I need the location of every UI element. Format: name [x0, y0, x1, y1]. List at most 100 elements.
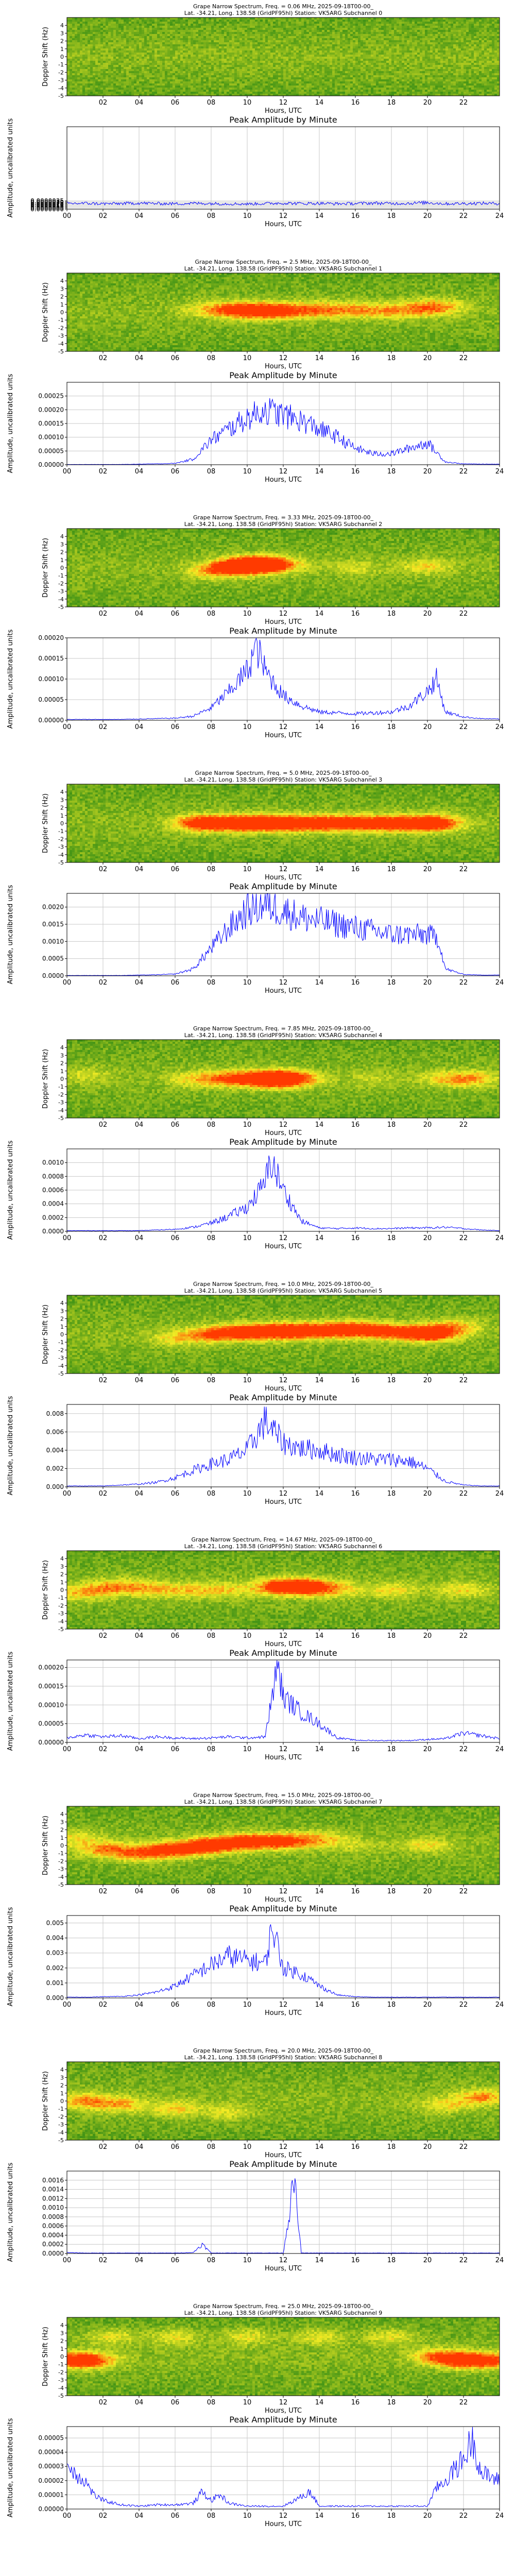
spectrogram-cell	[108, 34, 111, 36]
spectrogram-cell	[90, 34, 93, 36]
spectrogram-cell	[129, 90, 131, 92]
spectrogram-cell	[95, 65, 98, 67]
spectrogram-cell	[72, 34, 75, 36]
spectrogram-cell	[116, 67, 118, 69]
spectrogram-cell	[80, 57, 82, 59]
spectrogram-cell	[142, 88, 144, 90]
spectrogram-cell	[108, 22, 111, 24]
spectrogram-cell	[103, 26, 106, 28]
spectrogram-cell	[82, 20, 85, 22]
spectrogram-cell	[93, 38, 95, 40]
spectrogram-cell	[139, 20, 142, 22]
spectrogram-cell	[152, 73, 154, 75]
spectrogram-cell	[147, 28, 149, 30]
spectrogram-cell	[100, 81, 103, 83]
spectrogram-cell	[85, 69, 88, 71]
spectrogram-cell	[90, 20, 93, 22]
spectrogram-cell	[98, 34, 100, 36]
spectrogram-cell	[103, 75, 106, 77]
spectrogram-cell	[111, 20, 113, 22]
spectrogram-cell	[85, 40, 88, 42]
spectrogram-cell	[82, 42, 85, 44]
spectrogram-cell	[90, 65, 93, 67]
spectrogram-cell	[113, 71, 116, 73]
spectrogram-cell	[152, 77, 154, 79]
spectrogram-cell	[100, 36, 103, 38]
spectrogram-cell	[142, 57, 144, 59]
spectrogram-cell	[121, 22, 124, 24]
spectrogram-cell	[149, 73, 152, 75]
spectrogram-cell	[118, 69, 121, 71]
spectrogram-cell	[106, 42, 108, 44]
spectrogram-cell	[136, 20, 139, 22]
spectrogram-cell	[139, 81, 142, 83]
spectrogram-cell	[142, 90, 144, 92]
spectrogram-cell	[131, 48, 134, 50]
spectrogram-cell	[108, 48, 111, 50]
spectrogram-cell	[121, 26, 124, 28]
spectrogram-cell	[111, 71, 113, 73]
spectrogram-cell	[93, 32, 95, 34]
spectrogram-cell	[124, 75, 126, 77]
spectrogram-cell	[67, 38, 70, 40]
spectrogram-cell	[134, 73, 136, 75]
spectrogram-cell	[80, 69, 82, 71]
spectrogram-cell	[126, 46, 129, 48]
spectrogram-cell	[131, 40, 134, 42]
spectrogram-cell	[149, 22, 152, 24]
spectrogram-cell	[100, 18, 103, 20]
spectrogram-cell	[154, 63, 157, 65]
spectrogram-cell	[67, 75, 70, 77]
spectrogram-cell	[121, 77, 124, 79]
spectrogram-cell	[111, 30, 113, 32]
spectrogram-cell	[67, 32, 70, 34]
spectrogram-cell	[70, 81, 72, 83]
spectrogram-cell	[75, 20, 77, 22]
spectrogram-cell	[131, 22, 134, 24]
spectrogram-cell	[82, 83, 85, 86]
spectrogram-cell	[111, 40, 113, 42]
spectrogram-cell	[126, 24, 129, 26]
spectrogram-cell	[72, 55, 75, 57]
spectrogram-cell	[142, 71, 144, 73]
spectrogram-cell	[95, 53, 98, 55]
spectrogram-cell	[111, 67, 113, 69]
spectrogram-cell	[90, 92, 93, 94]
spectrogram-cell	[142, 69, 144, 71]
spectrogram-cell	[124, 42, 126, 44]
spectrogram-cell	[116, 40, 118, 42]
spectrogram-cell	[88, 69, 90, 71]
spectrogram-cell	[88, 67, 90, 69]
spectrogram-cell	[95, 40, 98, 42]
spectrogram-cell	[98, 44, 100, 46]
spectrogram-cell	[136, 92, 139, 94]
spectrogram-cell	[100, 88, 103, 90]
spectrogram-cell	[118, 55, 121, 57]
spectrogram-cell	[88, 30, 90, 32]
spectrogram-cell	[90, 36, 93, 38]
spectrogram-cell	[129, 83, 131, 86]
spectrogram-cell	[139, 79, 142, 81]
spectrogram-cell	[136, 65, 139, 67]
spectrogram-cell	[98, 83, 100, 86]
spectrogram-cell	[72, 81, 75, 83]
spectrogram-cell	[80, 53, 82, 55]
spectrogram-cell	[88, 63, 90, 65]
spectrogram-cell	[72, 28, 75, 30]
spectrogram-cell	[95, 38, 98, 40]
spectrogram-cell	[149, 32, 152, 34]
spectrogram-cell	[93, 59, 95, 61]
spectrogram-cell	[152, 44, 154, 46]
spectrogram-cell	[80, 75, 82, 77]
spectrogram-cell	[116, 71, 118, 73]
spectrogram-cell	[136, 69, 139, 71]
spectrogram-cell	[67, 30, 70, 32]
spectrogram-cell	[98, 55, 100, 57]
spectrogram-cell	[116, 86, 118, 88]
spectrogram-cell	[139, 57, 142, 59]
spectrogram-cell	[90, 67, 93, 69]
spectrogram-cell	[70, 86, 72, 88]
spectrogram-cell	[134, 38, 136, 40]
spectrogram-cell	[88, 79, 90, 81]
spectrogram-cell	[95, 46, 98, 48]
